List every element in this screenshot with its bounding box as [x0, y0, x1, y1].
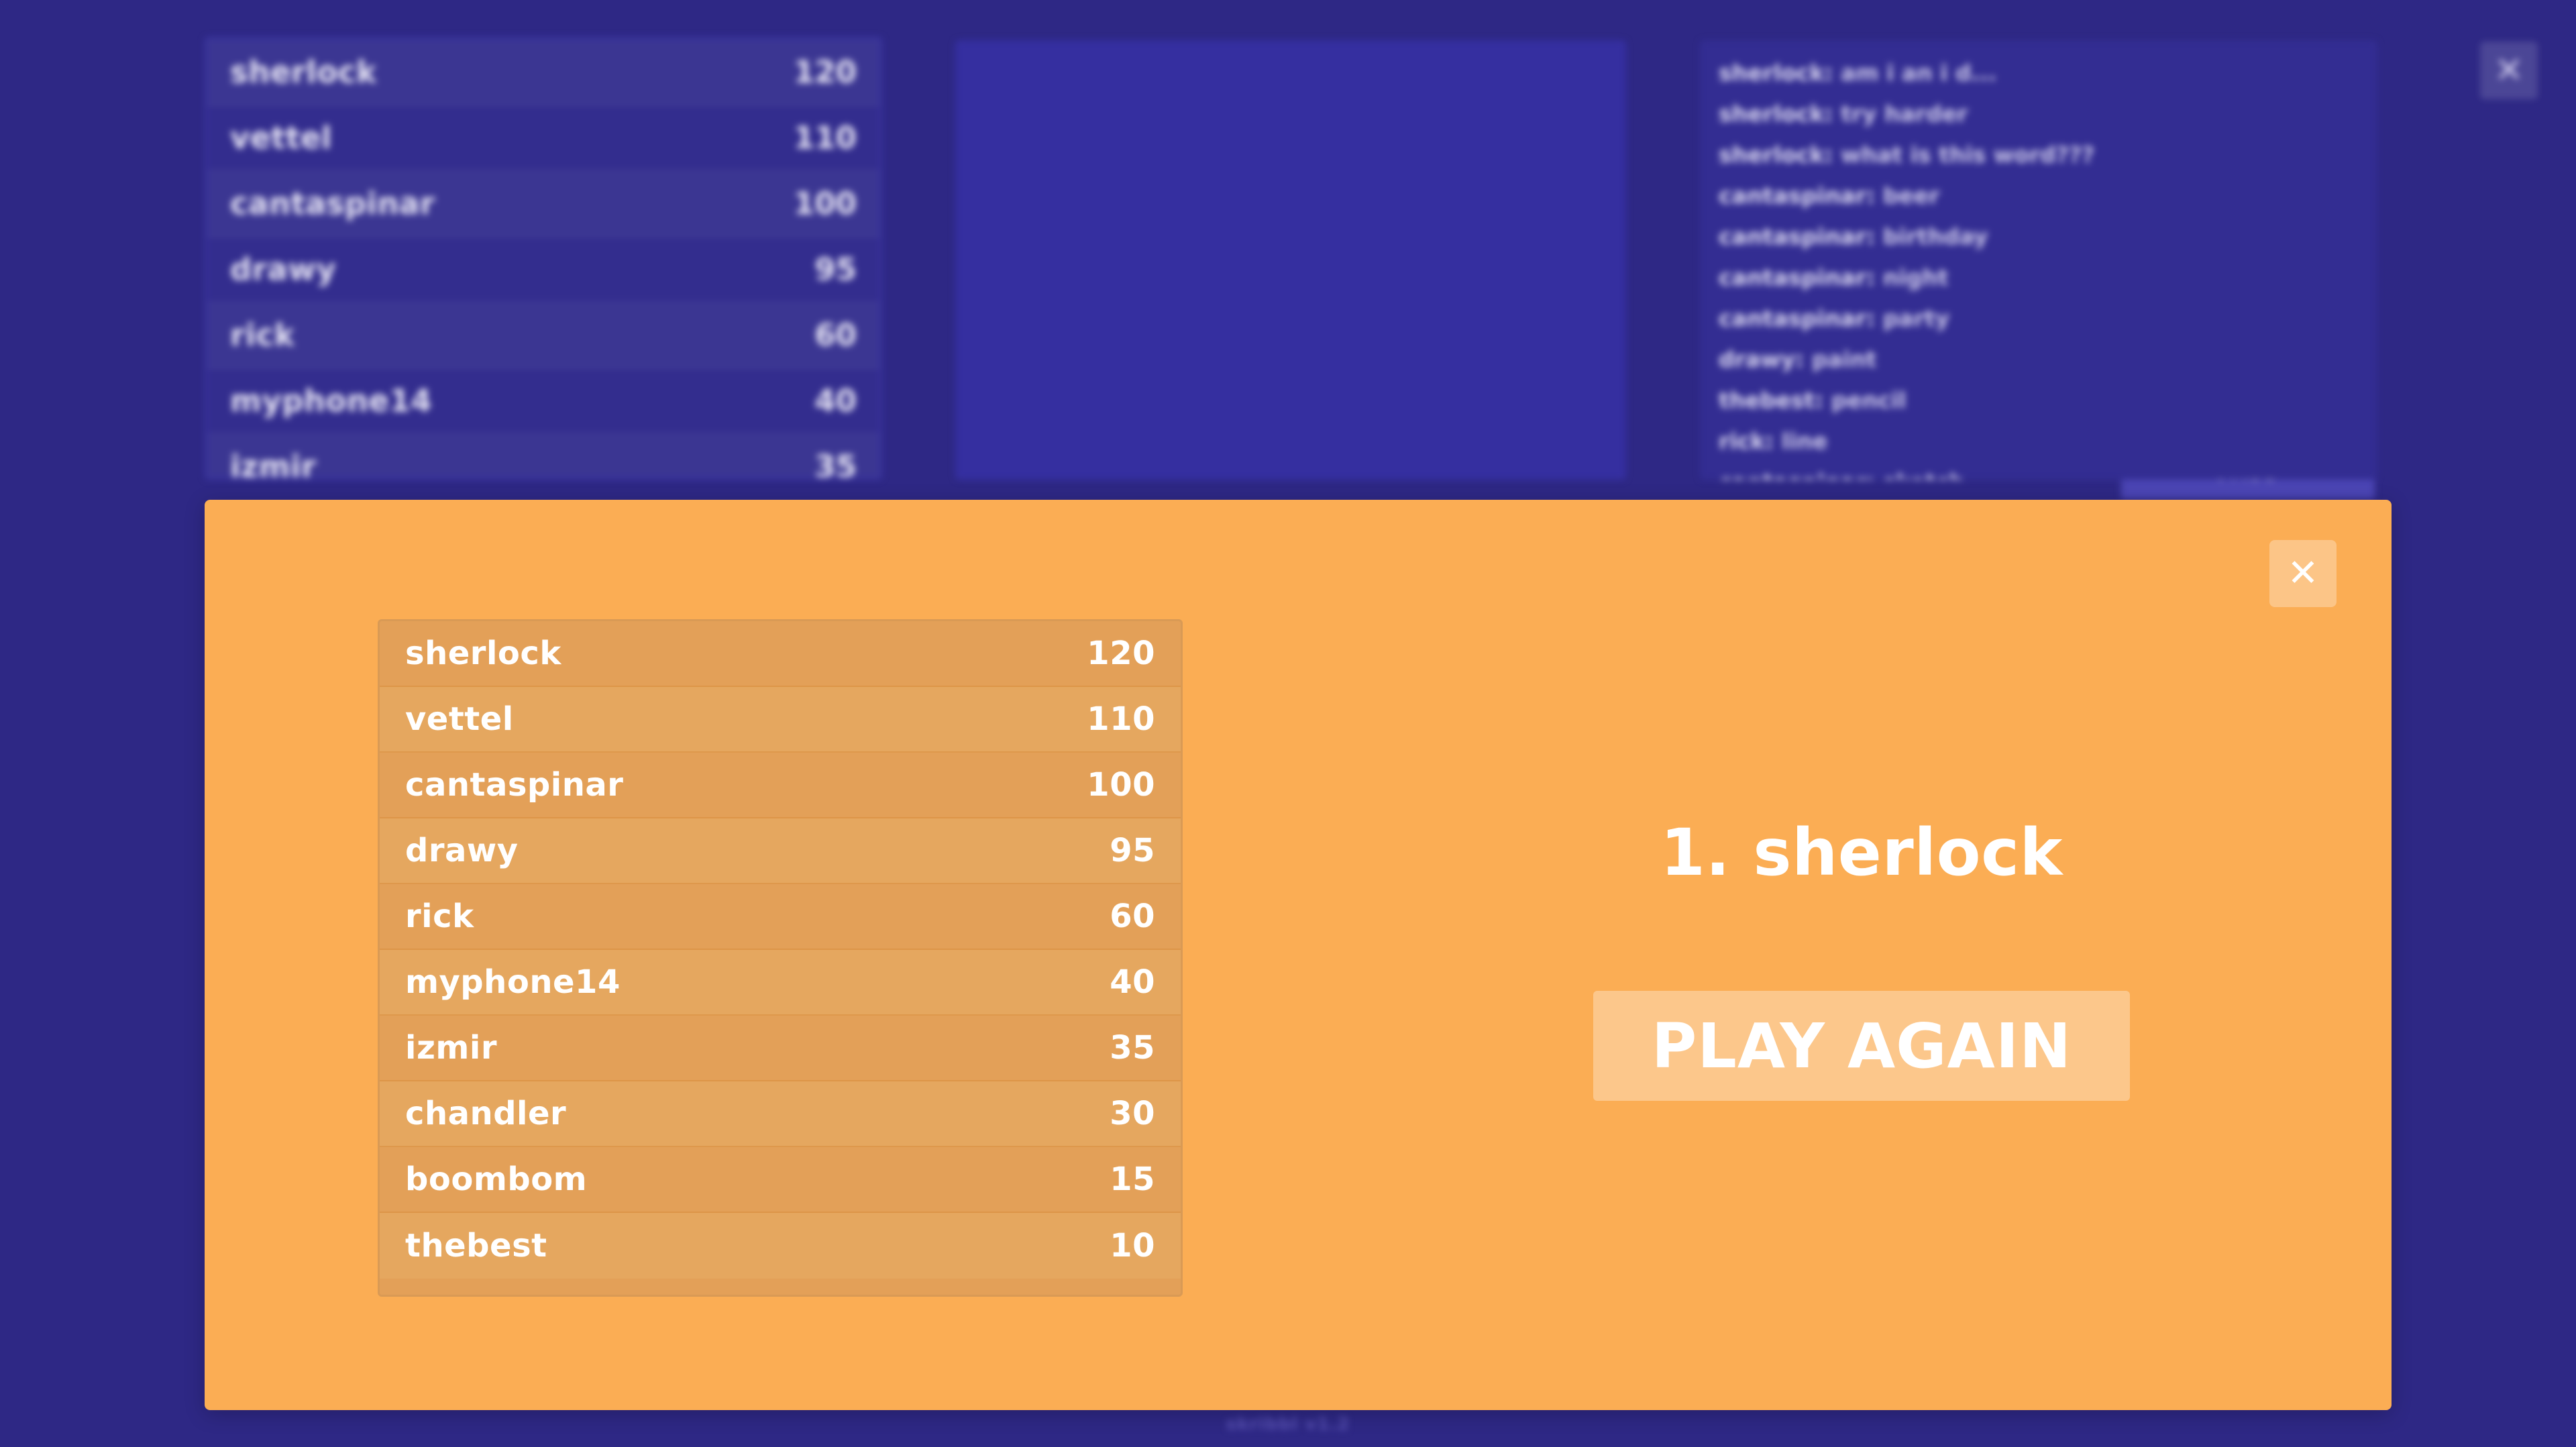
player-name: chandler: [405, 1095, 567, 1132]
table-row: vettel 110: [380, 687, 1181, 753]
player-score: 10: [1110, 1227, 1155, 1265]
player-name: cantaspinar: [230, 185, 435, 221]
table-row: sherlock 120: [380, 621, 1181, 687]
chat-message: try harder: [1840, 101, 1968, 127]
player-name: vettel: [230, 119, 332, 156]
chat-message: pencil: [1831, 387, 1907, 413]
table-row: vettel 110: [207, 105, 879, 171]
chat-author: cantaspinar:: [1719, 469, 1875, 480]
player-score: 40: [1110, 963, 1155, 1001]
player-score: 100: [1087, 766, 1155, 804]
chat-message: party: [1882, 305, 1950, 331]
table-row: cantaspinar 100: [207, 171, 879, 237]
final-scoreboard: sherlock 120 vettel 110 cantaspinar 100 drawy 9…: [378, 619, 1183, 1297]
player-score: 60: [1110, 898, 1155, 935]
player-name: myphone14: [405, 963, 621, 1001]
chat-author: sherlock:: [1719, 60, 1833, 86]
player-score: 100: [794, 185, 857, 221]
list-item: cantaspinar: birthday: [1719, 216, 2359, 257]
player-score: 120: [794, 54, 857, 90]
table-row: myphone14 40: [207, 368, 879, 434]
table-row: rick 60: [380, 884, 1181, 950]
table-row: izmir 35: [380, 1016, 1181, 1081]
player-name: drawy: [405, 832, 519, 869]
play-again-button[interactable]: PLAY AGAIN: [1593, 991, 2130, 1101]
table-row: drawy 95: [380, 818, 1181, 884]
player-score: 35: [1110, 1029, 1155, 1067]
chat-author: thebest:: [1719, 387, 1824, 413]
chat-message: am i an i d...: [1840, 60, 1997, 86]
chat-message: night: [1882, 264, 1949, 290]
chat-author: cantaspinar:: [1719, 182, 1876, 209]
player-name: sherlock: [230, 54, 377, 90]
background-chat-log: sherlock: am i an i d... sherlock: try ha…: [1700, 40, 2377, 480]
player-name: izmir: [230, 448, 317, 480]
table-row: drawy 95: [207, 237, 879, 303]
chat-message: sketch: [1883, 469, 1965, 480]
list-item: cantaspinar: party: [1719, 298, 2359, 339]
player-score: 40: [814, 382, 857, 419]
table-row: sherlock 120: [207, 40, 879, 105]
player-name: vettel: [405, 700, 514, 738]
chat-author: rick:: [1719, 428, 1774, 454]
player-score: 60: [814, 317, 857, 353]
list-item: drawy: paint: [1719, 339, 2359, 380]
chat-message: birthday: [1882, 223, 1988, 250]
background-word-panel: table chairdeskdinnertenniscloth PASS: [955, 40, 2375, 499]
chat-message: paint: [1811, 346, 1877, 372]
results-modal: ✕ sherlock 120 vettel 110 cantaspinar 100 draw…: [205, 500, 2392, 1410]
table-row: cantaspinar 100: [380, 753, 1181, 818]
list-item: sherlock: am i an i d...: [1719, 52, 2359, 93]
player-name: rick: [405, 898, 474, 935]
chat-message: line: [1781, 428, 1828, 454]
list-item: thebest: pencil: [1719, 380, 2359, 421]
table-row: rick 60: [207, 303, 879, 368]
close-icon[interactable]: ✕: [2480, 42, 2538, 99]
player-name: boombom: [405, 1161, 588, 1198]
player-score: 120: [1087, 635, 1155, 672]
winner-label: 1. sherlock: [1660, 815, 2063, 890]
player-score: 30: [1110, 1095, 1155, 1132]
table-row: thebest 10: [380, 1213, 1181, 1279]
list-item: sherlock: what is this word???: [1719, 134, 2359, 175]
list-item: cantaspinar: sketch: [1719, 462, 2359, 480]
player-name: myphone14: [230, 382, 433, 419]
player-score: 95: [814, 251, 857, 287]
chat-author: cantaspinar:: [1719, 223, 1876, 250]
list-item: sherlock: try harder: [1719, 93, 2359, 134]
chat-author: sherlock:: [1719, 101, 1833, 127]
player-name: drawy: [230, 251, 337, 287]
player-name: sherlock: [405, 635, 561, 672]
chat-author: cantaspinar:: [1719, 264, 1876, 290]
player-score: 15: [1110, 1161, 1155, 1198]
chat-message: beer: [1882, 182, 1940, 209]
player-name: thebest: [405, 1227, 547, 1265]
results-summary: 1. sherlock PLAY AGAIN: [1506, 619, 2217, 1297]
table-row: izmir 35: [207, 434, 879, 480]
player-score: 110: [794, 119, 857, 156]
chat-author: sherlock:: [1719, 142, 1833, 168]
player-name: cantaspinar: [405, 766, 624, 804]
chat-author: drawy:: [1719, 346, 1805, 372]
list-item: cantaspinar: beer: [1719, 175, 2359, 216]
chat-author: cantaspinar:: [1719, 305, 1876, 331]
close-icon[interactable]: ✕: [2269, 540, 2337, 607]
player-score: 35: [814, 448, 857, 480]
table-row: myphone14 40: [380, 950, 1181, 1016]
list-item: rick: line: [1719, 421, 2359, 462]
player-name: izmir: [405, 1029, 498, 1067]
background-players-panel: sherlock 120 vettel 110 cantaspinar 100 drawy 9…: [205, 37, 882, 480]
chat-message: what is this word???: [1840, 142, 2095, 168]
footer-version-text: skribbl v1.2: [1226, 1414, 1350, 1434]
list-item: cantaspinar: night: [1719, 257, 2359, 298]
player-score: 110: [1087, 700, 1155, 738]
player-score: 95: [1110, 832, 1155, 869]
table-row: chandler 30: [380, 1081, 1181, 1147]
table-row: boombom 15: [380, 1147, 1181, 1213]
player-name: rick: [230, 317, 295, 353]
